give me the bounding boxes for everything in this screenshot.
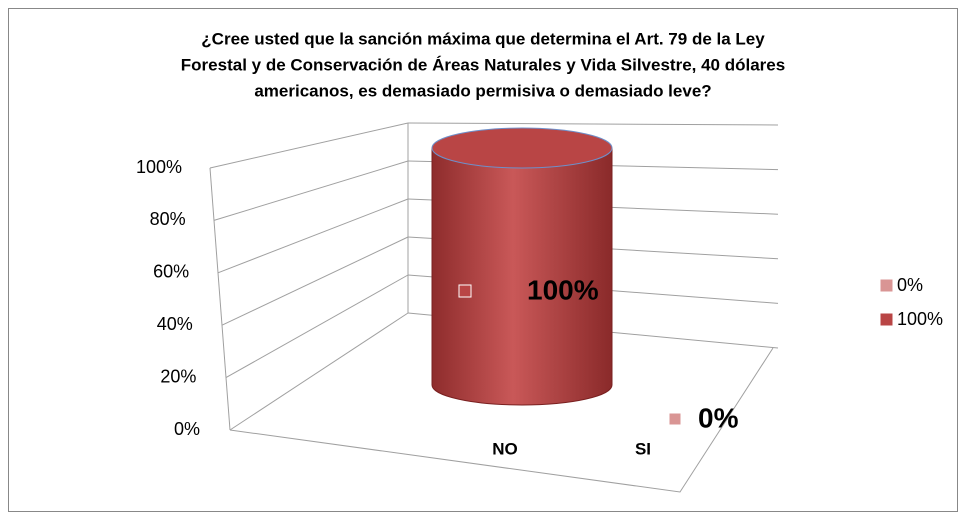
chart-title: ¿Cree usted que la sanción máxima que de…	[201, 29, 765, 48]
grid-line	[229, 312, 409, 431]
grid-line	[407, 122, 779, 126]
grid-line	[209, 122, 409, 169]
grid-line	[225, 274, 409, 379]
data-label-marker	[458, 284, 472, 298]
cylinder-top	[431, 127, 613, 169]
legend-marker	[879, 278, 894, 293]
grid-line	[221, 236, 409, 326]
legend-label: 100%	[897, 309, 943, 329]
grid-line	[217, 198, 409, 274]
legend-marker	[879, 312, 894, 327]
x-tick-label: SI	[635, 439, 651, 458]
y-tick-label: 60%	[153, 262, 189, 282]
y-tick-label: 20%	[160, 366, 196, 386]
legend-label: 0%	[897, 275, 923, 295]
cylinder-body	[431, 147, 613, 406]
y-tick-label: 80%	[150, 209, 186, 229]
floor	[209, 167, 774, 493]
y-tick-label: 0%	[174, 419, 200, 439]
grid-line	[213, 160, 409, 221]
data-label: 0%	[698, 402, 739, 433]
data-label-marker	[668, 412, 682, 426]
chart-title: Forestal y de Conservación de Áreas Natu…	[181, 55, 785, 74]
data-label: 100%	[527, 274, 599, 305]
chart-title: americanos, es demasiado permisiva o dem…	[254, 81, 711, 100]
y-tick-label: 40%	[157, 314, 193, 334]
x-tick-label: NO	[492, 439, 518, 458]
y-tick-label: 100%	[136, 157, 182, 177]
